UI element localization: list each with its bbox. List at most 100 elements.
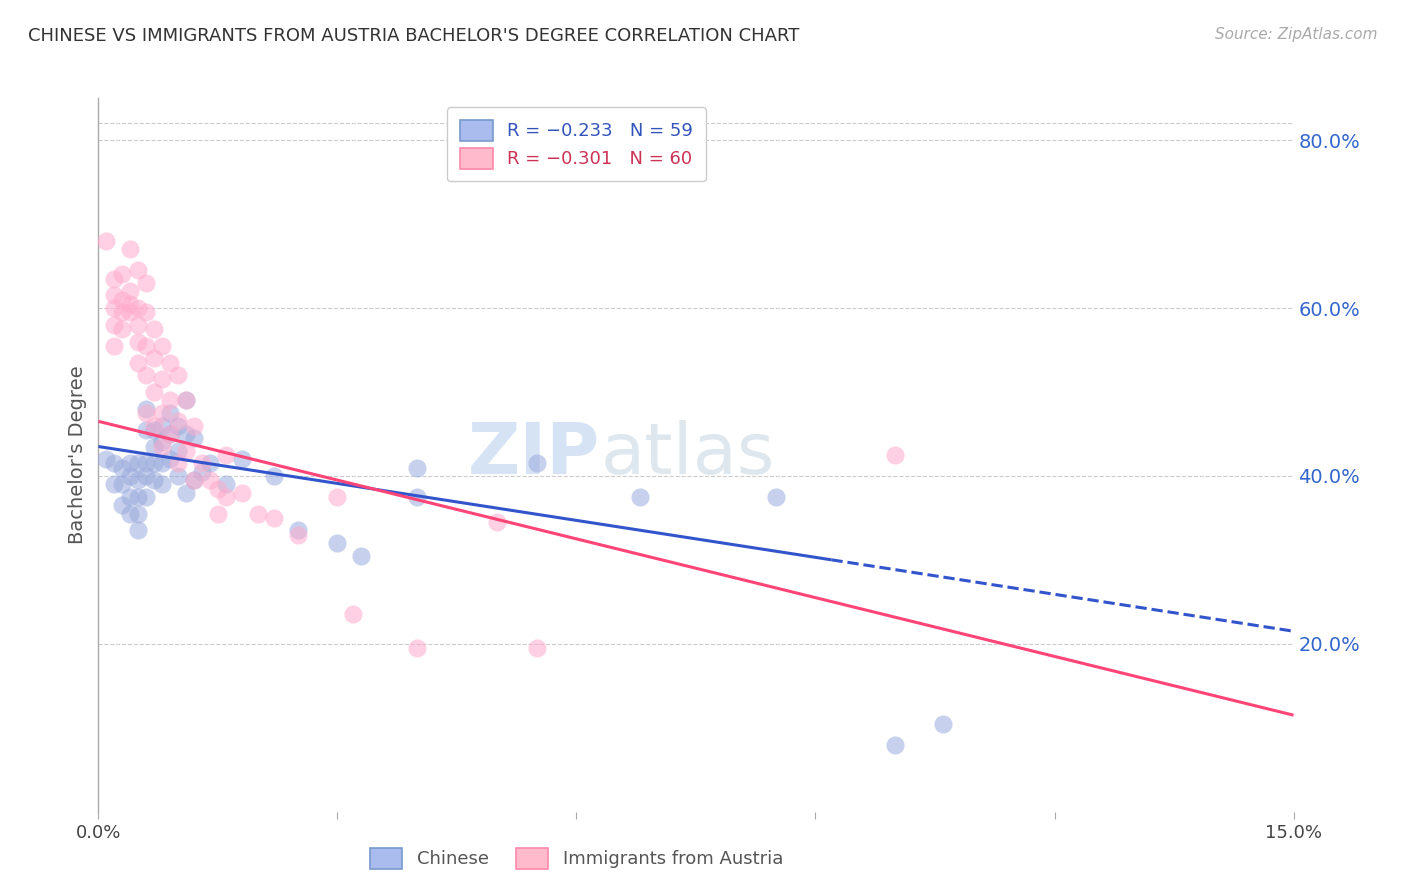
Point: [103, 456, 125, 470]
Point: [120, 305, 142, 319]
Point: [143, 322, 166, 336]
Point: [215, 448, 238, 462]
Point: [932, 716, 955, 731]
Point: [174, 393, 197, 408]
Point: [231, 452, 253, 467]
Point: [159, 452, 181, 467]
Point: [127, 456, 149, 470]
Point: [120, 469, 142, 483]
Point: [103, 271, 125, 285]
Text: atlas: atlas: [600, 420, 775, 490]
Point: [127, 490, 149, 504]
Point: [143, 418, 166, 433]
Point: [103, 301, 125, 315]
Point: [526, 640, 548, 655]
Text: Source: ZipAtlas.com: Source: ZipAtlas.com: [1215, 27, 1378, 42]
Point: [191, 465, 214, 479]
Point: [111, 477, 134, 491]
Point: [143, 351, 166, 366]
Y-axis label: Bachelor's Degree: Bachelor's Degree: [69, 366, 87, 544]
Point: [287, 527, 309, 541]
Point: [135, 401, 157, 416]
Point: [135, 368, 157, 383]
Point: [127, 318, 149, 332]
Point: [127, 355, 149, 369]
Point: [159, 355, 181, 369]
Point: [111, 293, 134, 307]
Point: [150, 406, 173, 420]
Point: [143, 440, 166, 454]
Point: [135, 423, 157, 437]
Point: [159, 393, 181, 408]
Point: [342, 607, 364, 622]
Point: [526, 456, 548, 470]
Point: [884, 448, 907, 462]
Point: [111, 268, 134, 282]
Point: [135, 469, 157, 483]
Point: [103, 477, 125, 491]
Point: [120, 456, 142, 470]
Point: [143, 384, 166, 399]
Point: [96, 452, 118, 467]
Point: [406, 490, 429, 504]
Point: [111, 498, 134, 512]
Point: [135, 305, 157, 319]
Point: [207, 507, 229, 521]
Point: [127, 507, 149, 521]
Point: [135, 490, 157, 504]
Point: [120, 297, 142, 311]
Point: [167, 456, 190, 470]
Point: [159, 426, 181, 441]
Point: [174, 426, 197, 441]
Point: [143, 473, 166, 487]
Point: [167, 443, 190, 458]
Point: [191, 456, 214, 470]
Point: [120, 284, 142, 298]
Point: [183, 418, 205, 433]
Point: [167, 414, 190, 428]
Point: [628, 490, 651, 504]
Point: [135, 276, 157, 290]
Point: [159, 426, 181, 441]
Point: [406, 640, 429, 655]
Point: [174, 443, 197, 458]
Point: [174, 393, 197, 408]
Point: [127, 473, 149, 487]
Point: [215, 490, 238, 504]
Point: [263, 511, 285, 525]
Legend: Chinese, Immigrants from Austria: Chinese, Immigrants from Austria: [357, 835, 796, 881]
Point: [350, 549, 373, 563]
Point: [135, 406, 157, 420]
Point: [135, 456, 157, 470]
Point: [159, 406, 181, 420]
Point: [120, 490, 142, 504]
Point: [884, 738, 907, 752]
Point: [167, 469, 190, 483]
Text: CHINESE VS IMMIGRANTS FROM AUSTRIA BACHELOR'S DEGREE CORRELATION CHART: CHINESE VS IMMIGRANTS FROM AUSTRIA BACHE…: [28, 27, 800, 45]
Point: [111, 305, 134, 319]
Point: [127, 524, 149, 538]
Point: [135, 339, 157, 353]
Point: [765, 490, 787, 504]
Point: [127, 301, 149, 315]
Point: [326, 490, 349, 504]
Point: [150, 339, 173, 353]
Point: [103, 318, 125, 332]
Point: [150, 372, 173, 386]
Point: [103, 288, 125, 302]
Point: [150, 440, 173, 454]
Point: [143, 423, 166, 437]
Point: [143, 456, 166, 470]
Point: [485, 515, 508, 529]
Point: [263, 469, 285, 483]
Point: [96, 234, 118, 248]
Point: [150, 418, 173, 433]
Point: [127, 263, 149, 277]
Point: [167, 418, 190, 433]
Point: [287, 524, 309, 538]
Point: [174, 485, 197, 500]
Point: [183, 473, 205, 487]
Point: [183, 431, 205, 445]
Point: [120, 242, 142, 256]
Point: [246, 507, 269, 521]
